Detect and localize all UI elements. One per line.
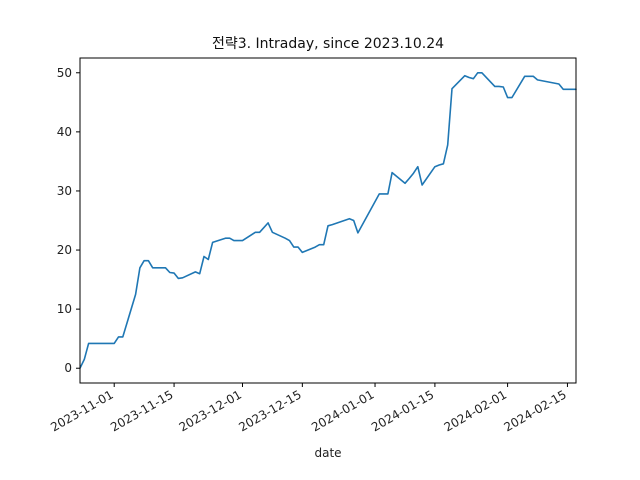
series-line-0 [79, 72, 577, 370]
y-tick-label-10: 10 [57, 302, 72, 316]
y-tick-label-20: 20 [57, 243, 72, 257]
plot-frame [79, 57, 577, 384]
chart-title: 전략3. Intraday, since 2023.10.24 [212, 36, 444, 52]
y-tick-label-30: 30 [57, 184, 72, 198]
x-axis-label: date [314, 446, 341, 460]
y-tick-label-50: 50 [57, 66, 72, 80]
y-tick-label-40: 40 [57, 125, 72, 139]
y-tick-label-0: 0 [64, 361, 72, 375]
